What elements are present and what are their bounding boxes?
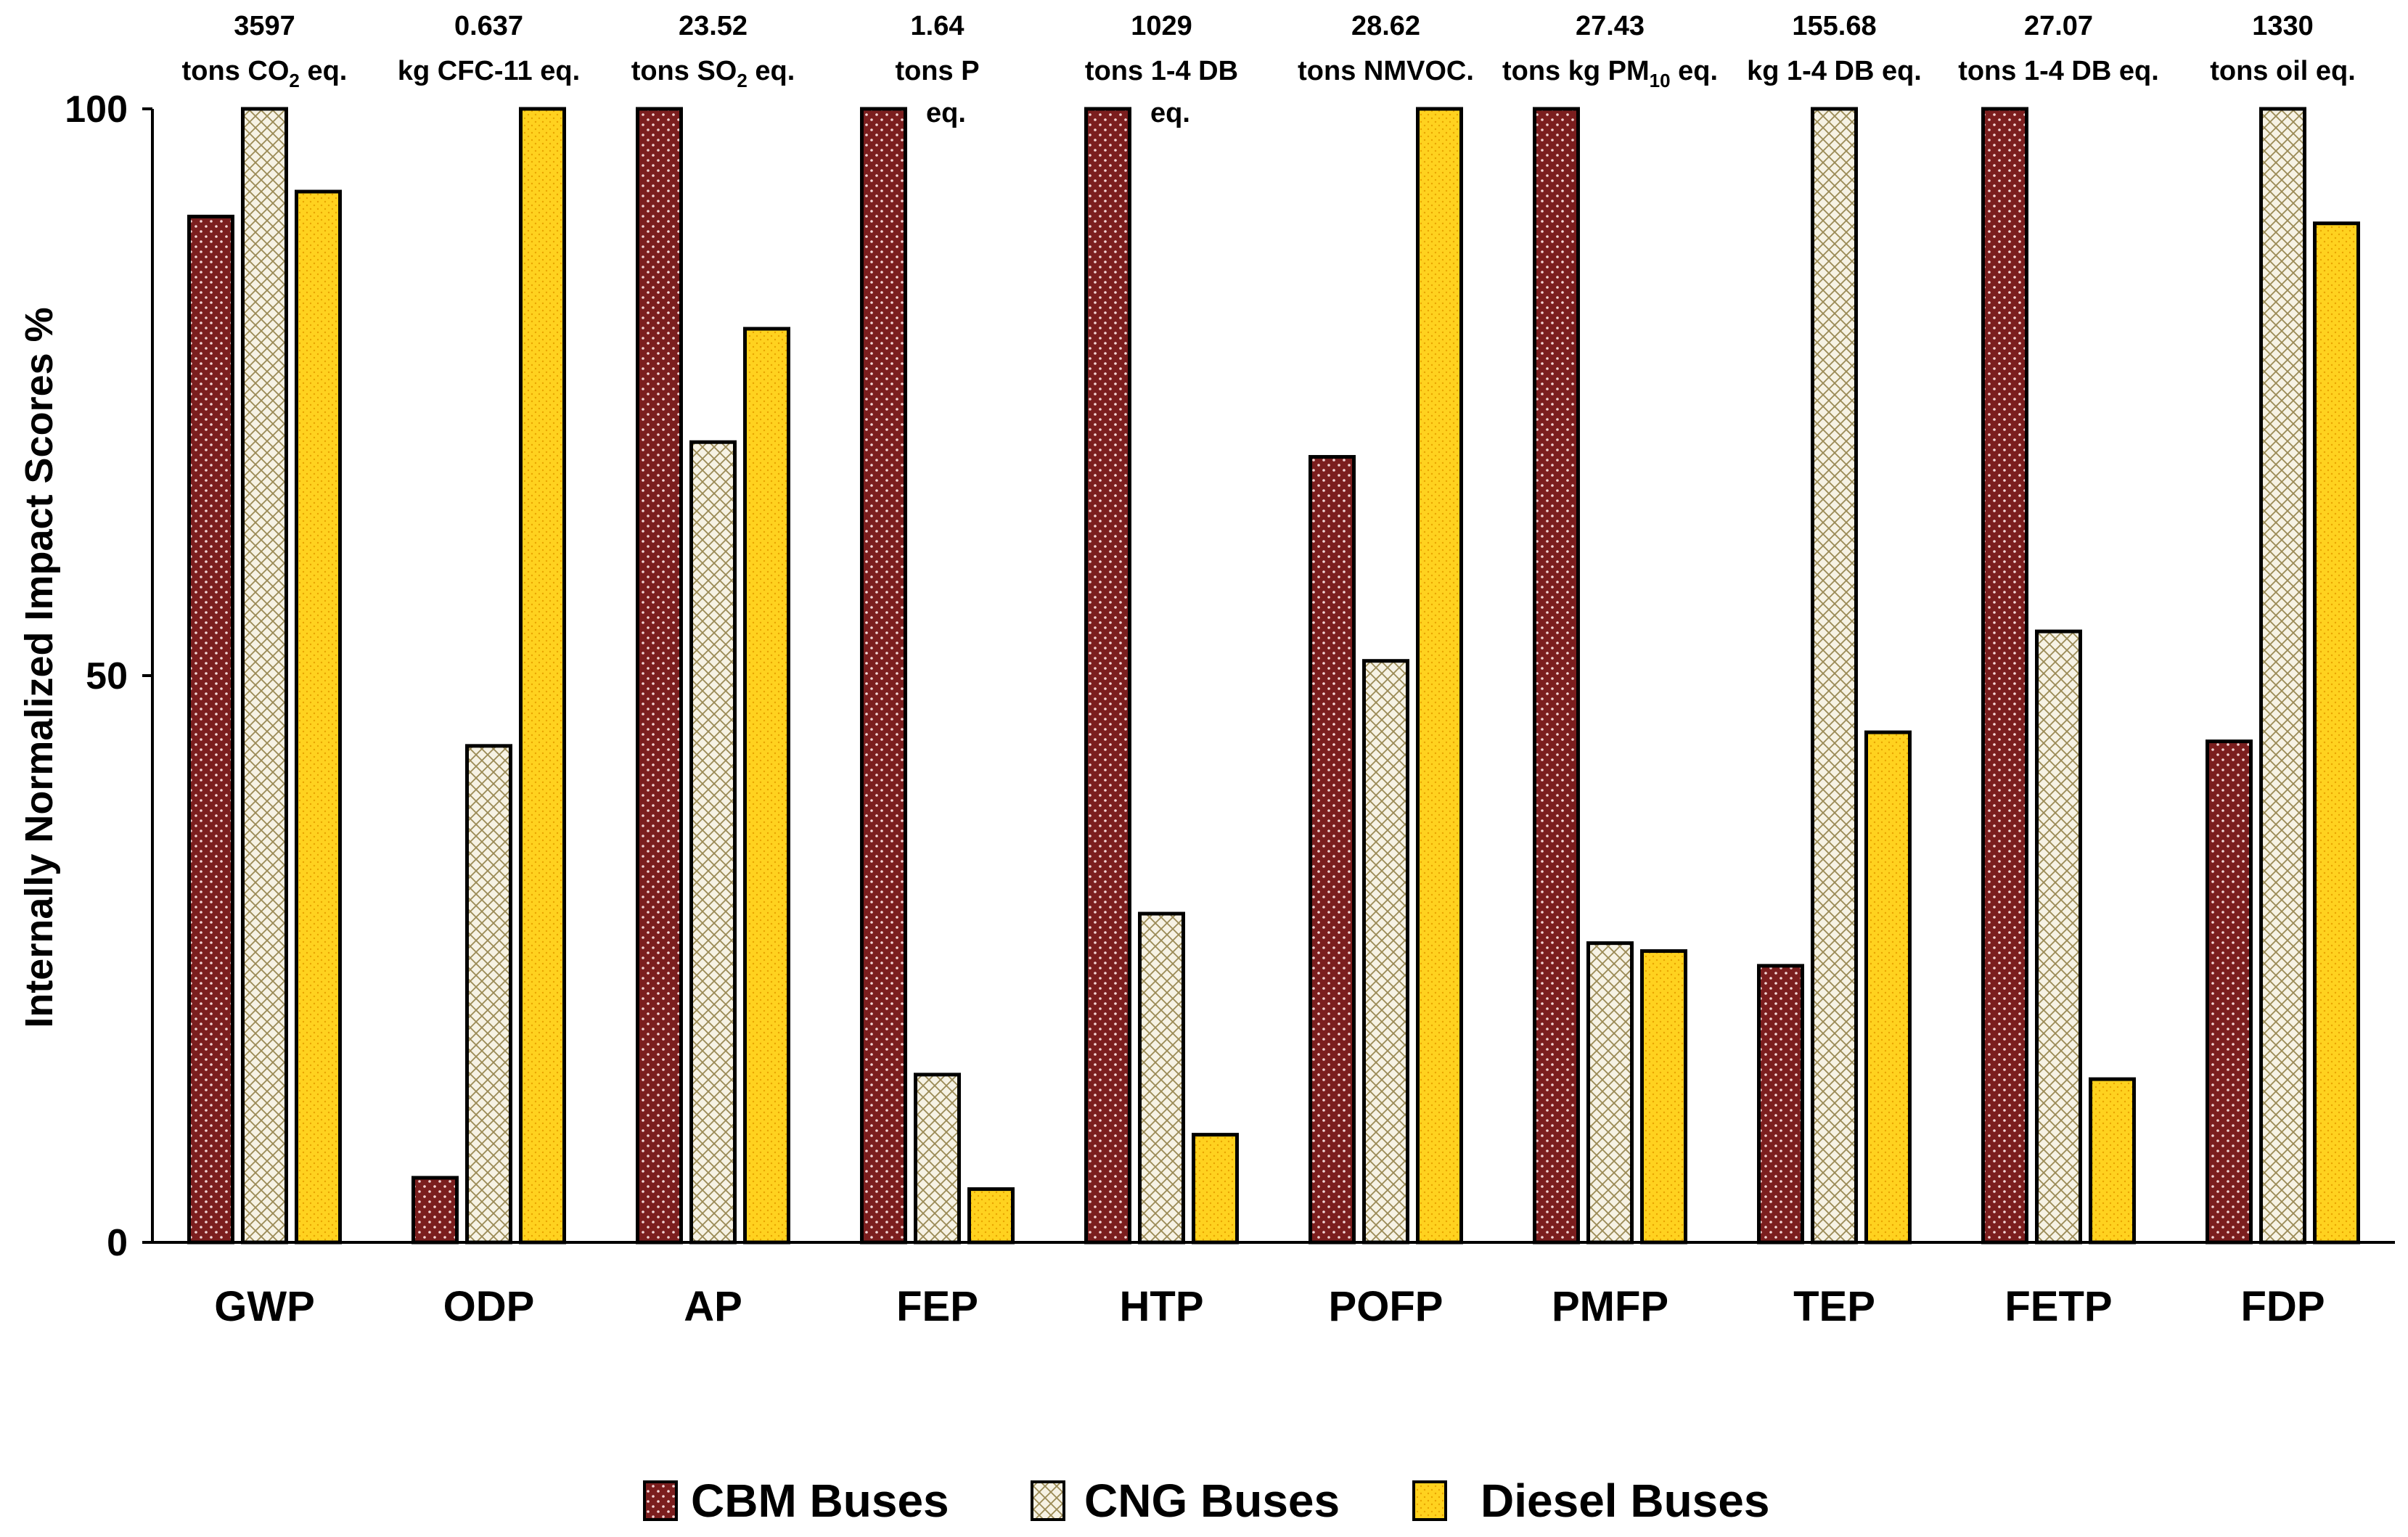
y-tick-label-0: 0 xyxy=(107,1222,128,1264)
legend-swatch-diesel xyxy=(1412,1480,1447,1521)
annotation-value-gwp: 3597 xyxy=(234,11,295,41)
x-tick-label-htp: HTP xyxy=(1120,1283,1204,1330)
y-axis-label: Internally Normalized Impact Scores % xyxy=(17,307,61,1028)
annotation-unit-line2-htp: eq. xyxy=(1150,98,1190,128)
x-tick-label-fep: FEP xyxy=(896,1283,978,1330)
annotation-unit-ap: tons SO2 eq. xyxy=(631,56,795,91)
bar-fdp-diesel-buses xyxy=(2313,221,2360,1245)
annotations-layer: 3597 tons CO2 eq. 0.637 kg CFC-11 eq. 23.52 t… xyxy=(182,11,2356,128)
axes-layer: GWP ODP AP FEP HTP POFP PMFP TEP FETP FDP 0 50 100 xyxy=(65,89,2395,1330)
bar-pmfp-diesel-buses xyxy=(1640,949,1687,1245)
bar-fetp-cng-buses xyxy=(2035,629,2082,1245)
annotation-value-ap: 23.52 xyxy=(679,11,748,41)
bar-ap-cbm-buses xyxy=(636,107,683,1245)
annotation-value-fdp: 1330 xyxy=(2252,11,2314,41)
x-tick-label-gwp: GWP xyxy=(214,1283,315,1330)
bar-htp-cng-buses xyxy=(1138,911,1185,1245)
bar-gwp-cng-buses xyxy=(241,107,288,1245)
annotation-value-tep: 155.68 xyxy=(1792,11,1876,41)
bar-odp-cng-buses xyxy=(465,744,512,1245)
annotation-unit-line2-fep: eq. xyxy=(926,98,966,128)
legend-item-cbm[interactable]: CBM Buses xyxy=(643,1475,949,1527)
annotation-unit-fetp: tons 1-4 DB eq. xyxy=(1958,56,2159,86)
annotation-unit-fdp: tons oil eq. xyxy=(2210,56,2356,86)
bar-pofp-cng-buses xyxy=(1362,659,1409,1245)
annotation-unit-tep: kg 1-4 DB eq. xyxy=(1747,56,1922,86)
bar-htp-cbm-buses xyxy=(1084,107,1131,1245)
x-tick-label-ap: AP xyxy=(684,1283,742,1330)
annotation-value-htp: 1029 xyxy=(1131,11,1192,41)
legend: CBM Buses CNG Buses Diesel Buses xyxy=(643,1475,1769,1527)
annotation-value-pmfp: 27.43 xyxy=(1576,11,1645,41)
x-tick-label-pofp: POFP xyxy=(1329,1283,1443,1330)
bar-fep-cng-buses xyxy=(914,1073,961,1245)
annotation-value-fep: 1.64 xyxy=(911,11,965,41)
annotation-unit-fep: tons P xyxy=(895,56,979,86)
bar-htp-diesel-buses xyxy=(1192,1133,1239,1245)
bar-ap-diesel-buses xyxy=(743,327,790,1245)
bar-tep-cbm-buses xyxy=(1757,964,1804,1245)
legend-label-cbm: CBM Buses xyxy=(691,1475,949,1527)
bar-fep-cbm-buses xyxy=(860,107,907,1245)
x-tick-label-tep: TEP xyxy=(1793,1283,1875,1330)
bar-fep-diesel-buses xyxy=(967,1187,1015,1245)
bar-fdp-cbm-buses xyxy=(2206,739,2253,1245)
bar-tep-diesel-buses xyxy=(1864,730,1912,1245)
annotation-unit-odp: kg CFC-11 eq. xyxy=(398,56,580,86)
legend-label-diesel: Diesel Buses xyxy=(1481,1475,1769,1527)
annotation-unit-htp: tons 1-4 DB xyxy=(1085,56,1238,86)
x-tick-label-pmfp: PMFP xyxy=(1552,1283,1668,1330)
bar-odp-cbm-buses xyxy=(411,1176,459,1245)
legend-item-diesel[interactable]: Diesel Buses xyxy=(1412,1475,1769,1527)
legend-swatch-cbm xyxy=(643,1480,678,1521)
bar-fetp-cbm-buses xyxy=(1981,107,2028,1245)
legend-item-cng[interactable]: CNG Buses xyxy=(1031,1475,1340,1527)
x-tick-label-fetp: FETP xyxy=(2004,1283,2112,1330)
annotation-value-odp: 0.637 xyxy=(454,11,523,41)
legend-swatch-cng xyxy=(1031,1480,1065,1521)
bars-layer xyxy=(187,107,2360,1245)
annotation-unit-gwp: tons CO2 eq. xyxy=(182,56,348,91)
y-tick-label-50: 50 xyxy=(86,655,128,697)
bar-pofp-cbm-buses xyxy=(1309,455,1356,1245)
y-tick-label-100: 100 xyxy=(65,89,128,131)
annotation-value-pofp: 28.62 xyxy=(1351,11,1420,41)
annotation-unit-pmfp: tons kg PM10 eq. xyxy=(1502,56,1718,91)
bar-gwp-cbm-buses xyxy=(187,214,234,1245)
legend-label-cng: CNG Buses xyxy=(1084,1475,1340,1527)
bar-pmfp-cng-buses xyxy=(1586,941,1634,1245)
bar-gwp-diesel-buses xyxy=(295,189,342,1245)
bar-fdp-cng-buses xyxy=(2259,107,2306,1245)
bar-pofp-diesel-buses xyxy=(1416,107,1463,1245)
bar-ap-cng-buses xyxy=(689,440,737,1245)
x-tick-label-fdp: FDP xyxy=(2241,1283,2325,1330)
annotation-unit-pofp: tons NMVOC. xyxy=(1298,56,1474,86)
x-tick-label-odp: ODP xyxy=(443,1283,535,1330)
bar-tep-cng-buses xyxy=(1811,107,1858,1245)
bar-fetp-diesel-buses xyxy=(2089,1077,2136,1245)
bar-pmfp-cbm-buses xyxy=(1533,107,1580,1245)
bar-odp-diesel-buses xyxy=(519,107,566,1245)
annotation-value-fetp: 27.07 xyxy=(2024,11,2093,41)
